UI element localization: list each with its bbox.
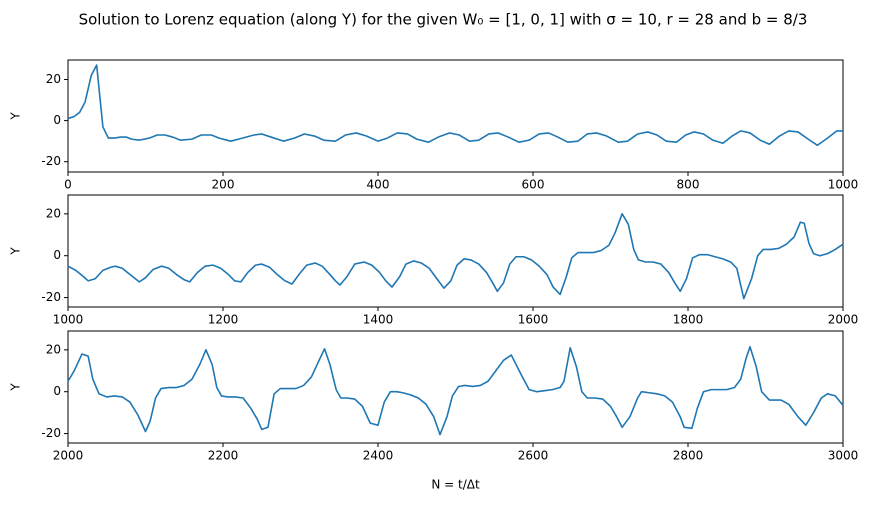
y-tick-label: 0: [53, 384, 61, 398]
x-tick-label: 2800: [673, 449, 704, 463]
x-tick-label: 200: [212, 178, 235, 192]
y-tick-label: 20: [46, 72, 61, 86]
x-tick-label: 2000: [828, 313, 859, 327]
y-tick-label: 0: [53, 248, 61, 262]
x-tick-label: 0: [64, 178, 72, 192]
x-tick-label: 1800: [673, 313, 704, 327]
data-line: [67, 213, 844, 300]
data-line: [67, 345, 844, 436]
x-tick-label: 2200: [208, 449, 239, 463]
y-tick-label: 20: [46, 342, 61, 356]
y-tick-label: -20: [41, 154, 61, 168]
x-tick-label: 1000: [53, 313, 84, 327]
y-axis-label: Y: [9, 383, 23, 392]
plot-frame: [67, 59, 844, 173]
x-tick-label: 3000: [828, 449, 859, 463]
x-tick-label: 2600: [518, 449, 549, 463]
x-tick-label: 600: [522, 178, 545, 192]
y-tick-label: 20: [46, 206, 61, 220]
x-tick-label: 2000: [53, 449, 84, 463]
x-tick-label: 400: [367, 178, 390, 192]
y-axis-label: Y: [9, 112, 23, 121]
y-axis-label: Y: [9, 247, 23, 256]
y-tick-label: -20: [41, 290, 61, 304]
data-line: [67, 64, 843, 147]
chart-title: Solution to Lorenz equation (along Y) fo…: [79, 11, 808, 29]
x-tick-label: 1400: [363, 313, 394, 327]
y-tick-label: -20: [41, 426, 61, 440]
plot-frame: [67, 330, 844, 444]
x-tick-label: 2400: [363, 449, 394, 463]
x-tick-label: 1200: [208, 313, 239, 327]
x-axis-label: N = t/Δt: [431, 478, 480, 492]
x-tick-label: 1600: [518, 313, 549, 327]
plot-frame: [67, 194, 844, 308]
x-tick-label: 1000: [828, 178, 859, 192]
x-tick-label: 800: [677, 178, 700, 192]
y-tick-label: 0: [53, 113, 61, 127]
